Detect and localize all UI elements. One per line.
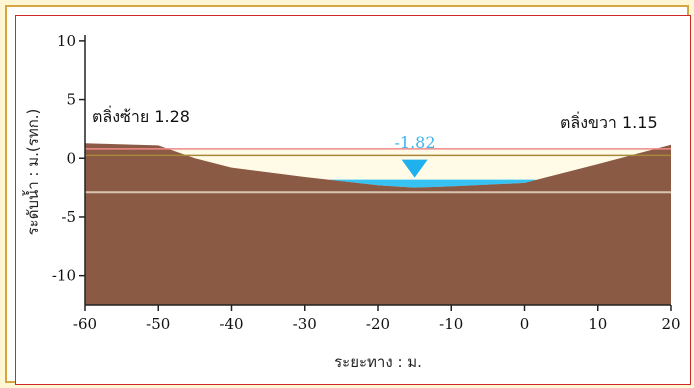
ground-profile: [85, 143, 671, 305]
x-tick-label: 10: [588, 315, 607, 333]
water-level-label: -1.82: [394, 133, 435, 152]
y-axis-title: ระดับน้ำ : ม.(รทก.): [22, 109, 42, 236]
water-area: [328, 179, 536, 188]
bank-band-area: [85, 148, 671, 188]
right-bank-label: ตลิ่งขวา 1.15: [560, 111, 658, 132]
axis-layer: 10 5 0 -5 -10 -60 -50 -40 -30 -20 -10 0 10 20: [52, 32, 681, 333]
water-level-marker: [401, 159, 428, 178]
y-tick-label: -10: [52, 267, 76, 285]
x-tick-label: -60: [73, 315, 97, 333]
x-tick-label: -40: [219, 315, 243, 333]
y-tick-label: 0: [66, 149, 76, 167]
x-tick-label: -20: [366, 315, 390, 333]
x-tick-label: 20: [661, 315, 680, 333]
y-tick-label: 10: [57, 32, 76, 50]
x-axis-title: ระยะทาง : ม.: [334, 353, 422, 371]
y-tick-label: -5: [61, 208, 76, 226]
x-tick-label: -30: [293, 315, 317, 333]
x-tick-label: -10: [439, 315, 463, 333]
x-tick-label: -50: [146, 315, 170, 333]
plot-layer: [85, 143, 671, 305]
y-tick-label: 5: [66, 91, 76, 109]
x-tick-label: 0: [520, 315, 530, 333]
left-bank-label: ตลิ่งซ้าย 1.28: [92, 105, 190, 126]
